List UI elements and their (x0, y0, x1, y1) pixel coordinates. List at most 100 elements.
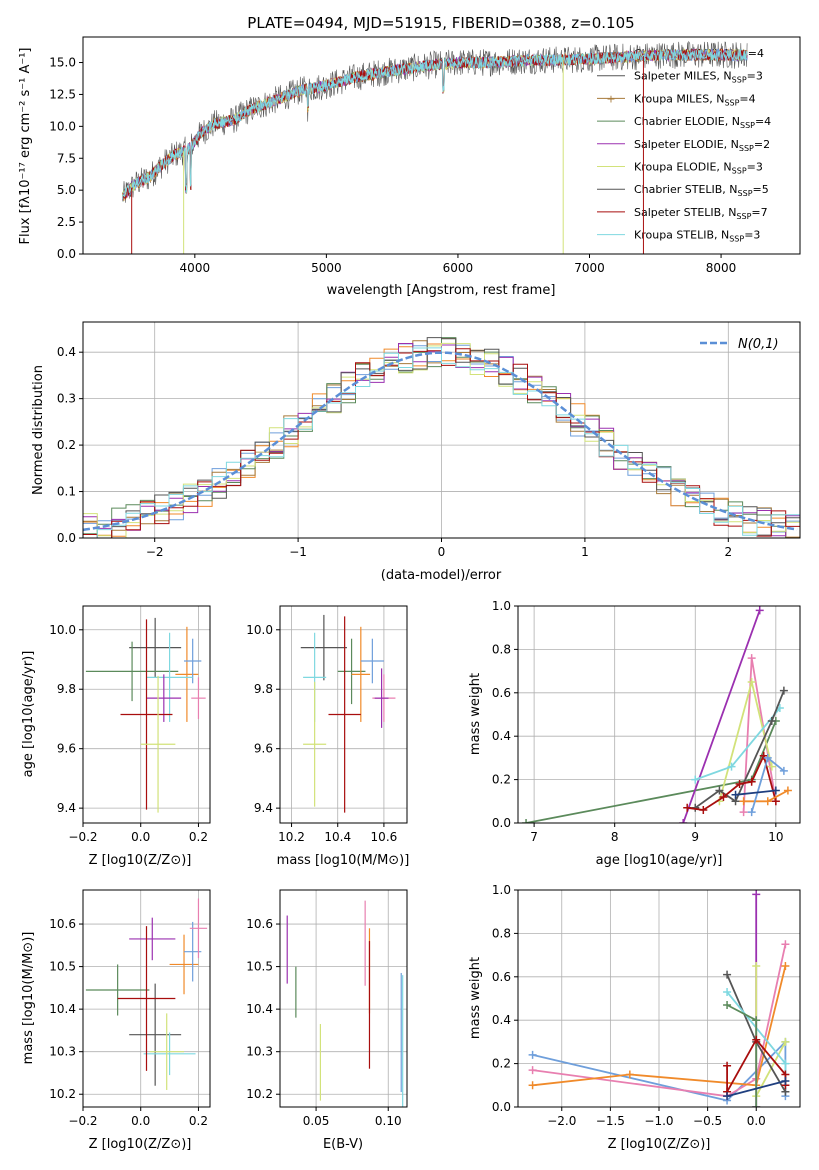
mw-Z-ylabel: mass weight (468, 957, 483, 1039)
massweight-vs-age-panel: age [log10(age/yr)] mass weight 7 8 9 10 0.0… (468, 599, 801, 868)
legend-value: =2 (754, 138, 770, 151)
legend-label: Chabrier STELIB, NSSP=5 (634, 183, 769, 198)
mass-weight-series (682, 609, 761, 823)
legend-value: =5 (753, 183, 769, 196)
x-tick-label: 10.4 (324, 830, 351, 844)
legend-label: Kroupa STELIB, NSSP=3 (634, 229, 760, 244)
mass-vs-EBV-plot (286, 900, 404, 1107)
y-tick-label: 10.3 (246, 1045, 273, 1059)
x-tick-label: 5000 (311, 261, 342, 275)
mass-weight-marker (739, 808, 748, 817)
mass-vs-Z-axes: −0.2 0.0 0.2 10.2 10.3 10.4 10.5 10.6 (49, 889, 211, 1128)
legend-value: =7 (751, 206, 767, 219)
massweight-vs-Z-plot (528, 890, 790, 1107)
mass-vs-EBV-axes: 0.05 0.10 10.2 10.3 10.4 10.5 10.6 (246, 889, 408, 1128)
y-tick-label: 0.4 (492, 729, 511, 743)
residuals-frame (82, 321, 801, 539)
x-tick-label: 6000 (443, 261, 474, 275)
y-tick-label: 10.5 (246, 960, 273, 974)
mass-weight-marker (763, 797, 772, 806)
legend-value: =3 (747, 161, 763, 174)
mass-weight-marker (719, 792, 728, 801)
mass-weight-series (735, 789, 776, 796)
mass-Z-ylabel: mass [log10(M/M⊙)] (21, 932, 36, 1065)
legend-subscript: SSP (740, 121, 755, 130)
mass-weight-marker (723, 1061, 732, 1070)
x-tick-label: 0.0 (747, 1114, 766, 1128)
mass-weight-marker (752, 890, 761, 899)
residuals-ylabel: Normed distribution (31, 365, 46, 495)
age-vs-Z-axes: −0.2 0.0 0.2 9.4 9.6 9.8 10.0 (49, 605, 211, 844)
mass-vs-EBV-frame (279, 889, 408, 1108)
age-vs-Z-plot (85, 617, 206, 813)
massweight-vs-age-plot (522, 606, 792, 823)
y-tick-label: 10.5 (49, 960, 76, 974)
mass-weight-marker (679, 819, 688, 823)
mass-weight-marker (747, 677, 756, 686)
y-tick-label: 0.0 (492, 816, 511, 830)
age-vs-mass-plot (300, 614, 396, 813)
y-tick-label: 10.3 (49, 1045, 76, 1059)
y-tick-label: 9.4 (254, 801, 273, 815)
mass-vs-EBV-panel: E(B-V) 0.05 0.10 10.2 10.3 10.4 10.5 10.6 (246, 889, 408, 1152)
mass-weight-marker (767, 717, 776, 726)
y-tick-label: 9.8 (254, 682, 273, 696)
mass-weight-marker (781, 961, 790, 970)
spectrum-ylabel: Flux [fλ10⁻¹⁷ erg cm⁻² s⁻¹ A⁻¹] (18, 48, 33, 245)
y-tick-label: 10.0 (49, 119, 76, 133)
mass-weight-marker (522, 819, 531, 823)
y-tick-label: 0.6 (492, 686, 511, 700)
mass-weight-marker (735, 779, 744, 788)
residuals-legend: N(0,1) (700, 337, 779, 352)
histogram-series (83, 347, 800, 538)
mass-weight-marker (781, 1076, 790, 1085)
legend-label: Kroupa MILES, NSSP=4 (634, 92, 756, 107)
age-Z-ylabel: age [log10(age/yr)] (21, 651, 36, 778)
x-tick-label: 0.05 (303, 1114, 330, 1128)
massweight-vs-Z-axes: −2.0 −1.5 −1.0 −0.5 0.0 0.0 0.2 0.4 0.6 0.8 1.0 (492, 883, 801, 1128)
spectrum-series-line (122, 48, 748, 200)
y-tick-label: 15.0 (49, 56, 76, 70)
x-tick-label: −0.2 (68, 1114, 97, 1128)
y-tick-label: 10.4 (49, 1002, 76, 1016)
y-tick-label: 5.0 (57, 183, 76, 197)
x-tick-label: −1 (289, 545, 307, 559)
x-tick-label: 0.0 (131, 1114, 150, 1128)
y-tick-label: 1.0 (492, 883, 511, 897)
mass-weight-marker (763, 753, 772, 762)
massweight-vs-Z-frame (517, 889, 801, 1108)
x-tick-label: −2.0 (547, 1114, 576, 1128)
legend-subscript: SSP (732, 76, 747, 85)
mass-vs-EBV-grid (280, 890, 407, 1107)
gaussian-legend-label: N(0,1) (738, 337, 779, 352)
y-tick-label: 9.8 (57, 682, 76, 696)
y-tick-label: 0.1 (57, 485, 76, 499)
x-tick-label: 2 (724, 545, 732, 559)
mass-weight-marker (723, 987, 732, 996)
y-tick-label: 0.3 (57, 392, 76, 406)
spectrum-plot (122, 40, 748, 254)
legend-subscript: SSP (736, 212, 751, 221)
legend-label: Kroupa ELODIE, NSSP=3 (634, 161, 763, 176)
y-tick-label: 10.0 (49, 623, 76, 637)
x-tick-label: −1.5 (596, 1114, 625, 1128)
y-tick-label: 0.4 (57, 345, 76, 359)
spectrum-axes: 4000 5000 6000 7000 8000 0.0 2.5 5.0 7.5 10.0 12.5… (49, 36, 801, 275)
y-tick-label: 9.6 (254, 742, 273, 756)
histogram-series (83, 342, 800, 538)
legend-value: =4 (739, 92, 755, 105)
spectrum-panel: PLATE=0494, MJD=51915, FIBERID=0388, z=0… (18, 14, 801, 298)
x-tick-label: 10.2 (278, 830, 305, 844)
y-tick-label: 10.6 (49, 917, 76, 931)
x-tick-label: 10.6 (371, 830, 398, 844)
mw-age-xlabel: age [log10(age/yr)] (596, 853, 723, 868)
legend-subscript: SSP (738, 189, 753, 198)
legend-subscript: SSP (729, 235, 744, 244)
mass-weight-marker (779, 766, 788, 775)
mass-weight-marker (752, 961, 761, 970)
x-tick-label: 9 (691, 830, 699, 844)
mass-weight-marker (755, 606, 764, 615)
y-tick-label: 0.8 (492, 642, 511, 656)
mass-weight-marker (683, 803, 692, 812)
